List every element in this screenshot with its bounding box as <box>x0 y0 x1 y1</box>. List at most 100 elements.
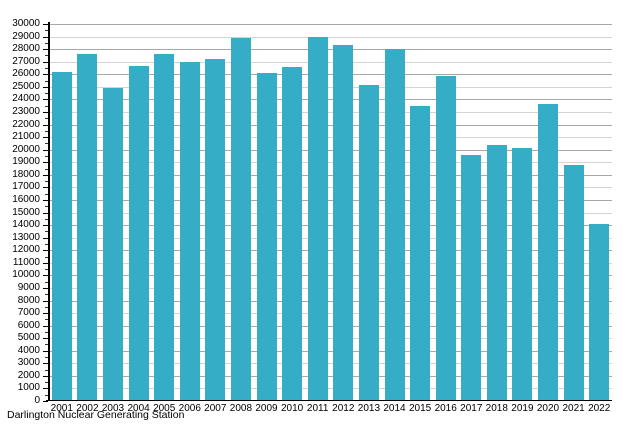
x-tick-label: 2002 <box>76 403 99 414</box>
gridline <box>49 112 612 113</box>
x-tick-label: 2006 <box>178 403 201 414</box>
y-minor-tick <box>45 80 48 82</box>
x-tick-label: 2019 <box>511 403 534 414</box>
x-tick-label: 2010 <box>280 403 304 414</box>
gridline <box>49 187 612 189</box>
y-minor-tick <box>45 118 48 120</box>
x-tick-label: 2016 <box>434 403 457 414</box>
y-minor-tick <box>45 143 48 145</box>
x-tick-label: 2011 <box>306 403 329 414</box>
y-tick <box>43 124 48 126</box>
y-minor-tick <box>45 231 48 233</box>
y-tick-label: 29000 <box>12 30 40 42</box>
gridline <box>49 149 612 151</box>
gridline <box>49 24 612 25</box>
x-tick-label: 2009 <box>255 403 278 414</box>
y-tick-label: 22000 <box>12 118 40 130</box>
y-tick-label: 27000 <box>12 55 40 67</box>
y-tick <box>43 174 48 176</box>
y-tick <box>43 375 48 377</box>
bar-2018 <box>486 145 507 401</box>
x-tick-label: 2004 <box>127 403 150 414</box>
y-tick-label: 24000 <box>12 93 40 105</box>
y-tick-label: 10000 <box>12 269 40 281</box>
y-tick <box>43 262 48 264</box>
x-tick-label: 2017 <box>460 403 483 414</box>
y-tick-label: 14000 <box>12 219 40 231</box>
y-tick <box>43 388 48 390</box>
gridline <box>49 86 612 88</box>
y-minor-tick <box>45 369 48 371</box>
x-tick-label: 2020 <box>536 403 560 414</box>
y-tick-label: 8000 <box>17 294 40 306</box>
bar-2009 <box>256 73 277 401</box>
bar-2003 <box>103 87 123 401</box>
y-tick <box>43 275 48 277</box>
x-tick-label: 2014 <box>383 403 406 414</box>
y-minor-tick <box>45 42 48 44</box>
bar-2019 <box>512 148 533 401</box>
y-tick <box>43 225 48 227</box>
y-tick <box>43 401 48 402</box>
y-tick-label: 30000 <box>12 18 40 29</box>
gridline <box>49 325 612 327</box>
y-minor-tick <box>45 55 48 57</box>
y-minor-tick <box>45 68 48 69</box>
gridline <box>49 237 612 239</box>
gridline <box>49 124 612 126</box>
bar-2010 <box>282 66 303 401</box>
x-tick-label: 2008 <box>229 403 253 414</box>
y-tick-label: 9000 <box>17 281 40 293</box>
bar-2005 <box>154 54 175 401</box>
y-tick-label: 15000 <box>12 206 40 218</box>
y-tick <box>43 86 48 88</box>
y-tick-label: 12000 <box>12 244 40 256</box>
y-tick-label: 28000 <box>12 43 40 55</box>
y-tick-label: 19000 <box>12 156 40 168</box>
x-tick-label: 2022 <box>588 403 611 414</box>
y-axis-line <box>48 22 50 401</box>
gridline <box>49 212 612 214</box>
x-tick-label: 2018 <box>485 403 508 414</box>
bar-2002 <box>77 53 98 401</box>
bar-2008 <box>230 37 251 401</box>
y-tick-label: 7000 <box>17 307 40 318</box>
y-tick-label: 1000 <box>17 382 40 394</box>
bar-2022 <box>589 223 610 401</box>
y-tick-label: 17000 <box>12 181 40 193</box>
gridline <box>49 388 612 390</box>
y-minor-tick <box>45 256 48 258</box>
y-tick <box>43 250 48 252</box>
gridline <box>49 375 612 377</box>
x-tick-label: 2005 <box>153 403 176 414</box>
y-tick <box>43 74 48 76</box>
x-tick-label: 2003 <box>101 403 125 414</box>
y-tick <box>43 36 48 38</box>
bar-2015 <box>410 106 431 401</box>
gridline <box>49 287 612 289</box>
y-tick-label: 13000 <box>12 231 40 243</box>
y-tick-label: 21000 <box>12 131 40 143</box>
y-tick-label: 16000 <box>12 193 40 205</box>
gridline <box>49 275 612 277</box>
chart-caption: Darlington Nuclear Generating Station <box>7 409 185 421</box>
y-tick <box>43 300 48 302</box>
y-minor-tick <box>45 193 48 195</box>
y-minor-tick <box>45 319 48 321</box>
gridline <box>49 174 612 176</box>
bar-2021 <box>563 164 584 401</box>
y-tick <box>43 313 48 314</box>
y-minor-tick <box>45 344 48 346</box>
y-tick <box>43 212 48 214</box>
y-minor-tick <box>45 294 48 296</box>
x-tick-label: 2015 <box>408 403 432 414</box>
y-tick-label: 11000 <box>12 256 40 268</box>
gridline <box>49 363 612 365</box>
gridline <box>49 350 612 352</box>
gridline <box>49 338 612 340</box>
bar-2012 <box>333 45 354 401</box>
y-minor-tick <box>45 30 48 32</box>
y-minor-tick <box>45 168 48 170</box>
y-tick <box>43 199 48 201</box>
y-tick <box>43 112 48 113</box>
